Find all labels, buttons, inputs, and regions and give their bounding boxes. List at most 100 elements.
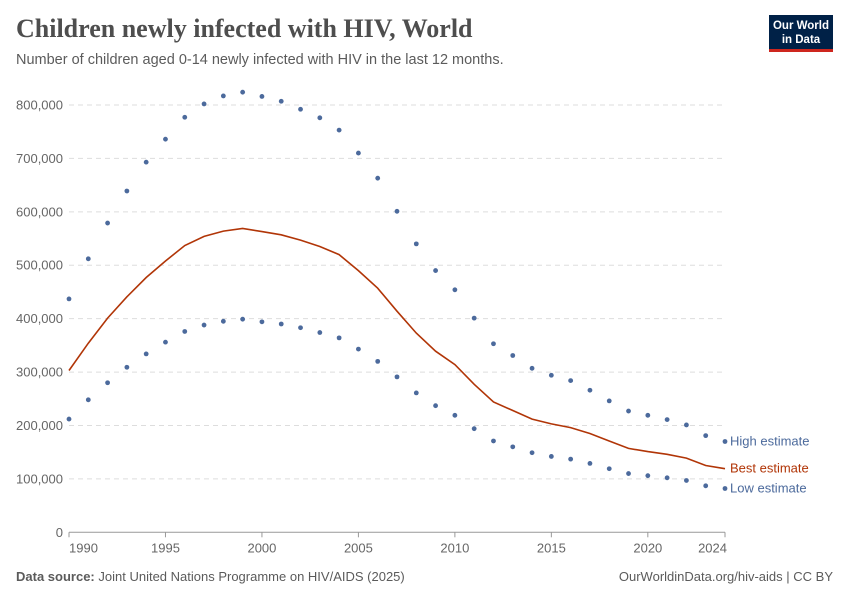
x-tick-label: 2020 (633, 540, 662, 555)
x-tick-label: 2000 (247, 540, 276, 555)
x-tick-label: 2015 (537, 540, 566, 555)
low-estimate-point (471, 426, 477, 432)
low-estimate-point (85, 397, 91, 403)
high-estimate-point (491, 341, 496, 347)
low-estimate-point (703, 483, 709, 489)
high-estimate-point (684, 422, 689, 428)
high-estimate-point (356, 150, 361, 156)
y-tick-label: 400,000 (16, 311, 63, 326)
high-estimate-point (220, 93, 226, 99)
low-estimate-label: Low estimate (730, 481, 807, 496)
high-estimate-point (568, 378, 574, 384)
low-estimate-point (124, 364, 130, 370)
low-estimate-point (278, 321, 284, 327)
high-estimate-point (124, 188, 130, 194)
high-estimate-point (182, 114, 188, 120)
high-estimate-point (413, 241, 419, 247)
low-estimate-point (626, 471, 631, 476)
low-estimate-point (587, 460, 593, 466)
x-tick-label: 2024 (698, 540, 727, 555)
high-estimate-point (433, 268, 438, 273)
x-tick-label: 1990 (69, 540, 98, 555)
high-estimate-point (240, 89, 246, 95)
low-estimate-point (606, 466, 612, 472)
logo-line1: Our World (772, 20, 829, 32)
high-estimate-point (143, 159, 149, 165)
low-estimate-point (664, 475, 670, 481)
high-estimate-point (317, 115, 323, 121)
best-estimate-label: Best estimate (730, 461, 809, 476)
high-estimate-point (375, 175, 381, 181)
low-estimate-point (529, 450, 535, 456)
chart-subtitle: Number of children aged 0-14 newly infec… (16, 52, 504, 68)
best-estimate-line (68, 227, 726, 470)
high-estimate-point (298, 106, 303, 112)
source-text[interactable]: Joint United Nations Programme on HIV/AI… (98, 569, 405, 584)
high-estimate-point (606, 398, 612, 404)
low-estimate-point (510, 444, 516, 450)
low-estimate-point (201, 322, 207, 328)
y-tick-label: 800,000 (16, 98, 63, 113)
low-estimate-point (568, 456, 574, 462)
high-estimate-point (722, 439, 728, 444)
x-tick-label: 2010 (440, 540, 469, 555)
low-estimate-point (413, 390, 419, 396)
low-estimate-point (259, 319, 265, 325)
low-estimate-point (356, 346, 361, 352)
low-estimate-point (220, 318, 226, 324)
high-estimate-point (452, 287, 458, 293)
low-estimate-point (452, 412, 458, 418)
high-estimate-point (85, 256, 91, 262)
low-estimate-point (317, 330, 323, 335)
y-tick-label: 100,000 (16, 471, 63, 486)
low-estimate-point (66, 416, 72, 422)
low-estimate-point (182, 329, 188, 334)
y-tick-label: 500,000 (16, 258, 63, 273)
high-estimate-point (66, 296, 72, 302)
low-estimate-point (548, 454, 554, 459)
low-estimate-point (240, 316, 246, 322)
low-estimate-point (105, 380, 110, 386)
high-estimate-point (548, 372, 554, 378)
high-estimate-point (471, 315, 477, 321)
x-tick-label: 2005 (344, 540, 373, 555)
low-estimate-point (375, 358, 381, 364)
y-tick-label: 0 (56, 525, 63, 540)
high-estimate-point (645, 412, 651, 418)
source-label: Data source: (16, 569, 95, 584)
url-license[interactable]: OurWorldinData.org/hiv-aids | CC BY (618, 569, 833, 584)
data-source: Data source: Joint United Nations Progra… (16, 569, 405, 584)
y-tick-label: 200,000 (16, 418, 63, 433)
high-estimate-label: High estimate (730, 433, 809, 448)
low-estimate-point (336, 335, 342, 341)
high-estimate-point (336, 127, 342, 133)
high-estimate-point (664, 417, 670, 422)
low-estimate-point (645, 473, 651, 479)
high-estimate-point (259, 94, 265, 99)
low-estimate-point (684, 478, 689, 483)
x-tick-label: 1995 (151, 540, 180, 555)
high-estimate-point (278, 98, 284, 104)
high-estimate-point (105, 220, 110, 226)
high-estimate-point (703, 433, 709, 439)
low-estimate-point (394, 374, 400, 380)
high-estimate-point (529, 365, 535, 371)
high-estimate-point (163, 136, 168, 142)
low-estimate-point (143, 351, 149, 357)
low-estimate-point (433, 403, 438, 409)
high-estimate-point (394, 208, 400, 214)
low-estimate-point (491, 438, 496, 444)
low-estimate-point (722, 486, 728, 491)
high-estimate-point (587, 387, 593, 393)
y-tick-label: 600,000 (16, 204, 63, 219)
owid-logo[interactable]: Our World in Data (769, 15, 833, 52)
y-tick-label: 300,000 (16, 365, 63, 380)
logo-line2: in Data (781, 34, 821, 46)
high-estimate-point (201, 101, 207, 107)
low-estimate-point (163, 339, 168, 345)
chart-title: Children newly infected with HIV, World (16, 14, 473, 43)
high-estimate-point (510, 353, 516, 358)
y-tick-label: 700,000 (16, 151, 63, 166)
low-estimate-point (298, 325, 303, 331)
